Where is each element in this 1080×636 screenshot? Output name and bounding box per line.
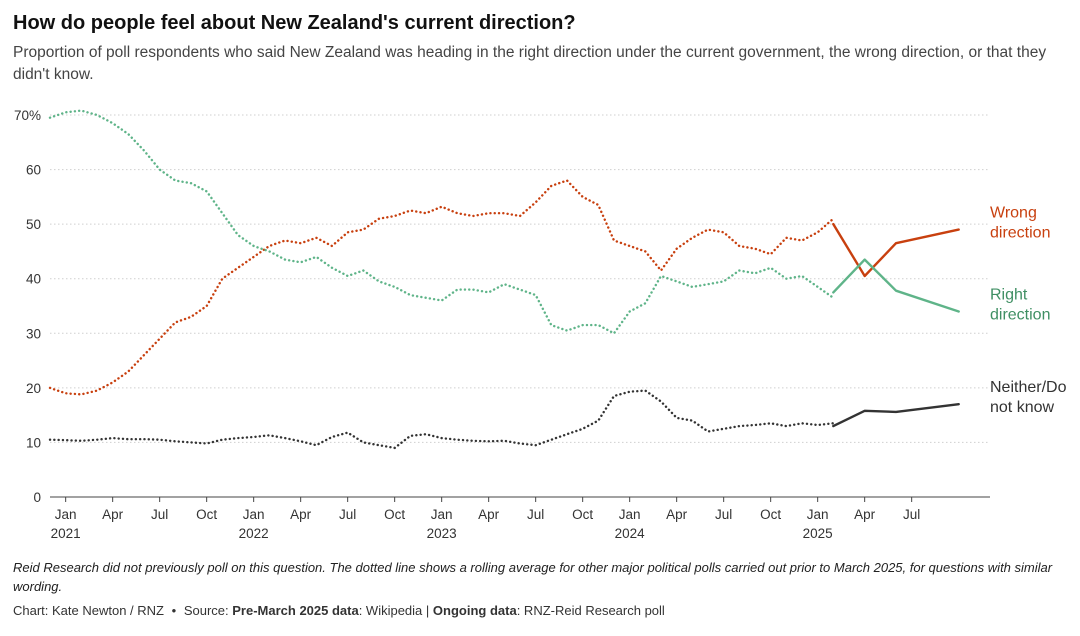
x-tick-month: Jul — [903, 507, 920, 522]
y-tick-label: 50 — [26, 217, 41, 232]
y-tick-label: 60 — [26, 163, 41, 178]
series-2-dotted-line — [48, 389, 835, 450]
series-0-dotted-line — [48, 179, 835, 396]
y-tick-label: 0 — [33, 490, 41, 505]
x-tick-year: 2021 — [51, 526, 81, 541]
x-tick-month: Apr — [478, 507, 500, 522]
x-tick-month: Apr — [102, 507, 124, 522]
x-tick-month: Oct — [384, 507, 405, 522]
y-tick-label: 20 — [26, 381, 41, 396]
source2-label: Ongoing data — [432, 603, 517, 618]
y-tick-label: 40 — [26, 272, 41, 287]
y-tick-label: 30 — [26, 326, 41, 341]
source1-value: : Wikipedia — [358, 603, 423, 618]
series-label-line: direction — [990, 306, 1050, 323]
series-label-line: Right — [990, 286, 1028, 303]
series-label-line: direction — [990, 225, 1050, 242]
y-axis-ticks: 0 10 20 30 40 50 60 70% — [14, 108, 41, 505]
y-tick-label: 10 — [26, 435, 41, 450]
credit-author: Chart: Kate Newton / RNZ — [13, 603, 164, 618]
x-tick-month: Oct — [196, 507, 217, 522]
series-label-1: Right direction — [990, 286, 1050, 323]
x-tick-month: Oct — [760, 507, 781, 522]
x-tick-year: 2024 — [615, 526, 646, 541]
series-0-solid-line — [832, 222, 960, 278]
source-divider: | — [425, 603, 430, 618]
x-tick-year: 2025 — [803, 526, 833, 541]
series-lines — [48, 109, 960, 450]
chart-note: Reid Research did not previously poll on… — [13, 560, 1053, 594]
x-tick-month: Jan — [431, 507, 453, 522]
chart-subtitle: Proportion of poll respondents who said … — [13, 44, 1047, 83]
series-label-0: Wrong direction — [990, 205, 1050, 242]
x-tick-month: Apr — [854, 507, 876, 522]
x-tick-month: Jan — [243, 507, 265, 522]
series-label-line: not know — [990, 399, 1054, 416]
series-label-2: Neither/Do not know — [990, 379, 1067, 416]
x-tick-month: Jan — [807, 507, 829, 522]
series-labels: Wrong direction Right direction Neither/Do no… — [990, 205, 1067, 417]
source-prefix: Source: — [183, 603, 229, 618]
x-tick-month: Jan — [619, 507, 641, 522]
x-tick-month: Jul — [715, 507, 732, 522]
series-label-line: Neither/Do — [990, 379, 1067, 396]
series-1-dotted-line — [48, 109, 835, 335]
x-tick-month: Jul — [339, 507, 356, 522]
x-axis-ticks: Jan 2021 Apr Jul Oct Jan 2022 Apr Jul Oct Jan 2023 A… — [51, 497, 920, 541]
series-1-solid-line — [832, 258, 960, 313]
series-label-line: Wrong — [990, 205, 1037, 222]
series-2-solid-line — [832, 403, 960, 428]
x-tick-year: 2023 — [427, 526, 457, 541]
chart-title: How do people feel about New Zealand's c… — [13, 12, 576, 34]
x-tick-month: Jul — [527, 507, 544, 522]
x-tick-month: Jan — [55, 507, 77, 522]
source2-value: : RNZ-Reid Research poll — [516, 603, 665, 618]
x-tick-year: 2022 — [239, 526, 269, 541]
credit-bullet: • — [171, 603, 177, 618]
x-tick-month: Jul — [151, 507, 168, 522]
x-tick-month: Apr — [666, 507, 688, 522]
x-tick-month: Apr — [290, 507, 312, 522]
gridlines — [50, 114, 990, 498]
x-tick-month: Oct — [572, 507, 593, 522]
chart-credit: Chart: Kate Newton / RNZ • Source: Pre-M… — [13, 603, 665, 618]
source1-label: Pre-March 2025 data — [232, 603, 359, 618]
y-tick-label: 70% — [14, 108, 41, 123]
